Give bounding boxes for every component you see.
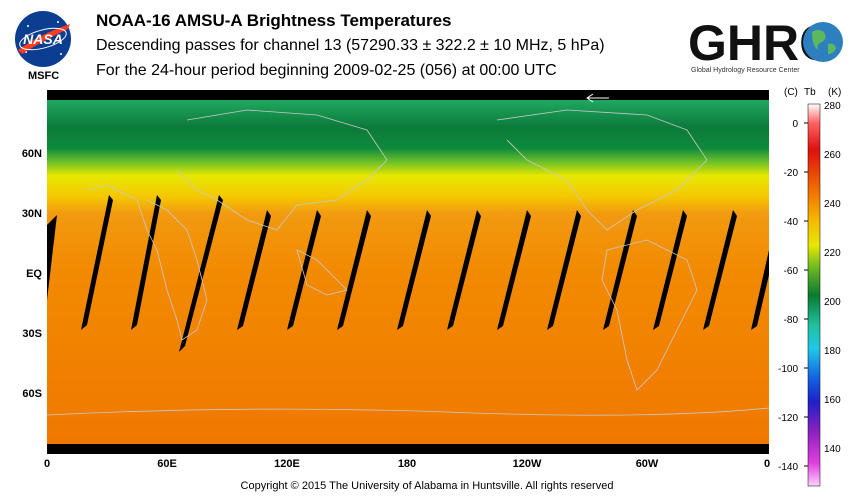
- colorbar-kelvin-tick: 200: [824, 297, 841, 308]
- colorbar-celsius-tick: -80: [784, 315, 799, 326]
- temperature-colorbar: (C) Tb (K) 0 -20 -40 -60 -80 -100 -120 -140 280 2…: [778, 87, 841, 487]
- colorbar-celsius-tick: -120: [778, 413, 798, 424]
- coastlines: [47, 109, 769, 416]
- page-subtitle: Descending passes for channel 13 (57290.…: [96, 37, 605, 54]
- colorbar-celsius-tick: -140: [778, 462, 798, 473]
- lon-label-60e: 60E: [157, 458, 177, 470]
- colorbar-kelvin-tick: 180: [824, 346, 841, 357]
- msfc-label: MSFC: [28, 70, 60, 82]
- colorbar-unit-c: (C): [784, 87, 798, 98]
- colorbar-kelvin-tick: 140: [824, 444, 841, 455]
- lon-label-120w: 120W: [512, 458, 542, 470]
- lon-label-0-left: 0: [43, 458, 51, 470]
- time-period: For the 24-hour period beginning 2009-02…: [96, 62, 557, 79]
- lat-label-60s: 60S: [22, 388, 42, 400]
- ghrc-logo: GHRC Global Hydrology Resource Center: [688, 15, 843, 74]
- lon-label-60w: 60W: [635, 458, 659, 470]
- lat-label-30s: 30S: [22, 328, 42, 340]
- colorbar-celsius-tick: -60: [784, 266, 799, 277]
- nasa-logo: NASA: [15, 11, 71, 67]
- colorbar-kelvin-tick: 160: [824, 395, 841, 406]
- lat-label-30n: 30N: [21, 208, 42, 220]
- colorbar-celsius-tick: -40: [784, 217, 799, 228]
- top-no-data-band: [47, 90, 769, 100]
- orbit-gaps: [47, 195, 769, 352]
- north-arrow-head: [586, 93, 594, 103]
- colorbar-kelvin-tick: 220: [824, 248, 841, 259]
- colorbar-kelvin-tick: 280: [824, 101, 841, 112]
- colorbar-unit-label: Tb: [804, 87, 816, 98]
- temperature-field: [47, 100, 769, 444]
- colorbar-celsius-tick: -100: [778, 364, 798, 375]
- page-title: NOAA-16 AMSU-A Brightness Temperatures: [96, 11, 452, 30]
- svg-text:NASA: NASA: [23, 31, 63, 47]
- bottom-no-data-band: [47, 444, 769, 454]
- lat-label-eq: EQ: [26, 268, 42, 280]
- colorbar-kelvin-tick: 240: [824, 199, 841, 210]
- colorbar-kelvin-tick: 260: [824, 150, 841, 161]
- ghrc-subtext: Global Hydrology Resource Center: [691, 67, 800, 74]
- lat-label-60n: 60N: [21, 148, 42, 160]
- colorbar-celsius-tick: -20: [784, 168, 799, 179]
- lon-label-120e: 120E: [274, 458, 300, 470]
- copyright-footer: Copyright © 2015 The University of Alaba…: [240, 480, 614, 492]
- colorbar-unit-k: (K): [828, 87, 841, 98]
- colorbar-gradient: [807, 103, 821, 487]
- colorbar-celsius-tick: 0: [792, 119, 798, 130]
- lon-label-180: 180: [397, 458, 417, 470]
- lon-label-0-right: 0: [763, 458, 771, 470]
- brightness-temperature-map: [47, 90, 769, 454]
